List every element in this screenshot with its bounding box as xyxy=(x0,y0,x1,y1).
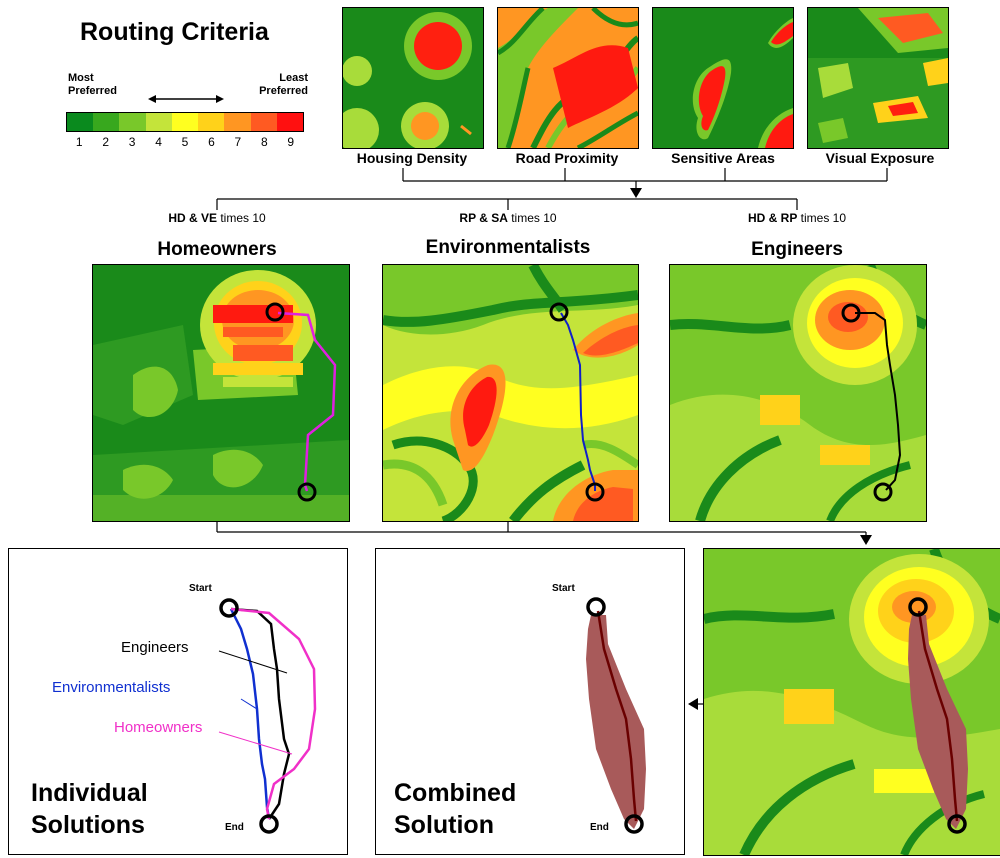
road-proximity-label: Road Proximity xyxy=(515,150,619,166)
legend-swatch-1 xyxy=(67,113,94,131)
environmentalists-weight-note: RP & SA times 10 xyxy=(459,211,557,225)
legend-tick-6: 6 xyxy=(208,135,215,149)
legend-tick-8: 8 xyxy=(260,135,268,149)
legend-swatch-2 xyxy=(93,113,120,131)
road-proximity-map xyxy=(497,7,639,149)
legend-least-label: Least Preferred xyxy=(259,72,308,97)
combined-caption: Combined Solution xyxy=(394,779,517,839)
legend-swatch-9 xyxy=(276,113,303,131)
legend-swatch-7 xyxy=(224,113,251,131)
combined-corridor-diagram xyxy=(586,597,646,834)
double-arrow-icon xyxy=(148,95,224,103)
visual-exposure-label: Visual Exposure xyxy=(825,150,935,166)
engineers-title: Engineers xyxy=(751,239,843,260)
sensitive-areas-label: Sensitive Areas xyxy=(671,150,775,166)
individual-solutions-panel: Start End Engineers Environmentalists Ho… xyxy=(8,548,348,855)
legend-swatch-8 xyxy=(250,113,277,131)
engineers-weight-note: HD & RP times 10 xyxy=(747,211,847,225)
environmentalists-title: Environmentalists xyxy=(425,237,591,258)
engineers-route-label: Engineers xyxy=(121,639,189,656)
environmentalists-cost-map xyxy=(382,264,639,522)
individual-routes-diagram xyxy=(218,598,317,834)
combined-end-label: End xyxy=(590,822,609,833)
legend-tick-1: 1 xyxy=(75,135,83,149)
legend-tick-2: 2 xyxy=(102,135,109,149)
legend-ticks: 1 2 3 4 5 6 7 8 9 xyxy=(66,135,304,151)
legend-most-label: Most Preferred xyxy=(68,72,117,97)
legend-tick-3: 3 xyxy=(128,135,136,149)
legend-tick-9: 9 xyxy=(287,135,295,149)
individual-start-label: Start xyxy=(189,583,212,594)
homeowners-title: Homeowners xyxy=(157,239,277,260)
legend-tick-7: 7 xyxy=(234,135,242,149)
legend-swatch-4 xyxy=(145,113,172,131)
housing-density-label: Housing Density xyxy=(356,150,468,166)
combined-solution-panel: Start End Combined Solution xyxy=(375,548,685,855)
legend-swatch-6 xyxy=(198,113,225,131)
environmentalists-route-label: Environmentalists xyxy=(52,679,171,696)
visual-exposure-map xyxy=(807,7,949,149)
housing-density-map xyxy=(342,7,484,149)
legend-swatch-3 xyxy=(119,113,146,131)
homeowners-route-label: Homeowners xyxy=(114,719,203,736)
legend-tick-5: 5 xyxy=(181,135,189,149)
legend-tick-4: 4 xyxy=(155,135,162,149)
individual-caption: Individual Solutions xyxy=(31,779,148,839)
combined-overlay-map xyxy=(703,548,1000,856)
legend-swatch-5 xyxy=(171,113,199,131)
combined-start-label: Start xyxy=(552,583,575,594)
legend-color-scale xyxy=(66,112,304,132)
individual-end-label: End xyxy=(225,822,244,833)
engineers-cost-map xyxy=(669,264,927,522)
sensitive-areas-map xyxy=(652,7,794,149)
homeowners-weight-note: HD & VE times 10 xyxy=(168,211,266,225)
page-title: Routing Criteria xyxy=(80,18,269,46)
homeowners-cost-map xyxy=(92,264,350,522)
